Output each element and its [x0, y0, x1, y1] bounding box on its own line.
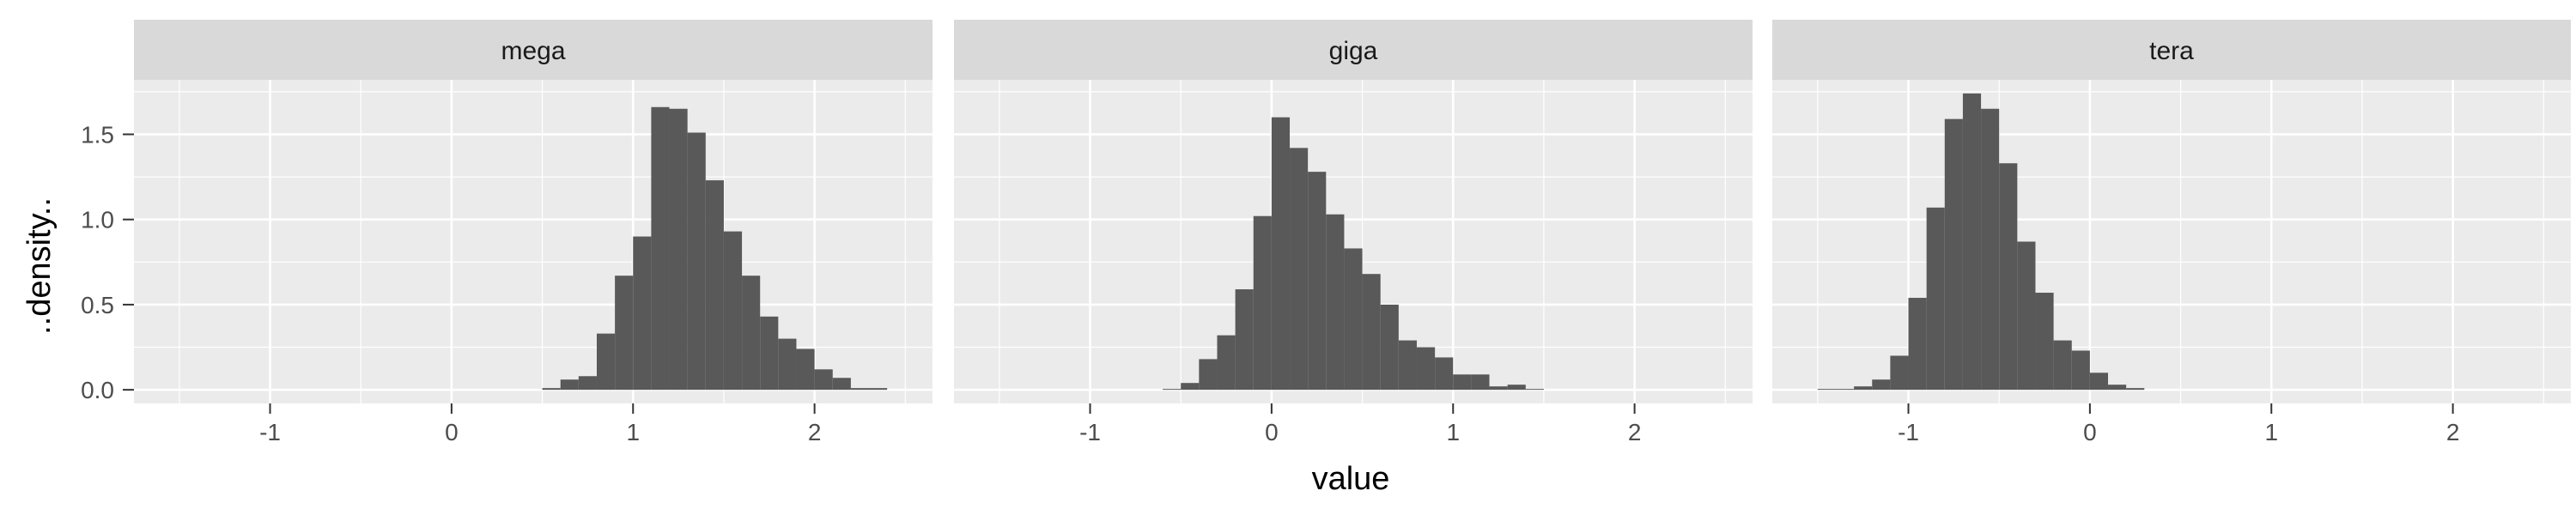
histogram-bar — [814, 369, 833, 391]
histogram-bar — [796, 348, 815, 391]
histogram-bar — [1181, 383, 1200, 391]
facet-strip-label: mega — [501, 37, 565, 65]
histogram-bar — [1416, 347, 1436, 391]
histogram-bar — [705, 180, 724, 391]
y-tick-label: 0.0 — [81, 377, 114, 403]
facet-strip — [954, 20, 1753, 80]
histogram-bar — [2035, 293, 2054, 391]
histogram-bar — [669, 108, 688, 391]
x-axis-title: value — [1312, 461, 1390, 497]
x-tick-label: 1 — [626, 419, 640, 445]
histogram-bar — [2053, 340, 2072, 391]
histogram-bar — [723, 231, 743, 391]
histogram-bar — [1326, 214, 1345, 391]
histogram-bar — [2089, 373, 2109, 391]
facet-strip — [1772, 20, 2571, 80]
histogram-bar — [2071, 350, 2090, 391]
facet-strip-label: giga — [1329, 37, 1378, 65]
histogram-bar — [633, 236, 652, 391]
facet-panel-mega: mega -1 0 1 2 — [134, 20, 933, 445]
y-tick-label: 1.0 — [81, 207, 114, 233]
histogram-bar — [1453, 374, 1472, 391]
histogram-bar — [1163, 389, 1182, 391]
histogram-bar — [1308, 172, 1327, 391]
x-tick-label: 1 — [1446, 419, 1460, 445]
histogram-bar — [1199, 359, 1218, 391]
x-tick-label: 0 — [445, 419, 459, 445]
x-tick-label: 1 — [2264, 419, 2278, 445]
histogram-bar — [1908, 297, 1927, 391]
histogram-bar — [687, 132, 706, 391]
panel-background — [1772, 80, 2571, 403]
histogram-bar — [596, 333, 616, 391]
x-tick-label: -1 — [1898, 419, 1919, 445]
y-tick-label: 1.5 — [81, 121, 114, 148]
histogram-bar — [1489, 386, 1508, 391]
histogram-bar — [615, 276, 634, 391]
histogram-bar — [850, 388, 870, 391]
histogram-bar — [1253, 215, 1272, 391]
histogram-bar — [1854, 386, 1873, 391]
histogram-bar — [1471, 374, 1490, 391]
histogram-bar — [1926, 207, 1945, 391]
histogram-bar — [832, 378, 851, 391]
x-tick-label: 0 — [1265, 419, 1279, 445]
x-tick-label: 2 — [808, 419, 822, 445]
histogram-bar — [1525, 389, 1544, 391]
x-tick-label: -1 — [1079, 419, 1101, 445]
facet-strip — [134, 20, 933, 80]
histogram-bar — [1835, 389, 1855, 391]
histogram-bar — [1271, 117, 1291, 391]
histogram-bar — [651, 106, 670, 391]
facet-panel-tera: tera -1 0 1 2 — [1772, 20, 2571, 445]
histogram-bar — [542, 388, 561, 391]
histogram-bar — [1817, 389, 1836, 391]
histogram-bar — [1890, 355, 1909, 391]
histogram-bar — [560, 379, 579, 391]
histogram-bar — [2017, 241, 2036, 391]
histogram-bar — [778, 338, 797, 391]
histogram-bar — [2126, 388, 2145, 391]
histogram-bar — [1999, 163, 2018, 391]
histogram-bar — [1962, 93, 1982, 391]
histogram-bar — [1872, 379, 1891, 391]
x-tick-label: -1 — [259, 419, 281, 445]
facet-strip-label: tera — [2149, 37, 2194, 65]
histogram-bar — [1362, 274, 1381, 391]
facet-panel-giga: giga -1 0 1 2 — [954, 20, 1753, 445]
y-tick-label: 0.5 — [81, 292, 114, 318]
histogram-bar — [1235, 289, 1254, 391]
histogram-bar — [1944, 118, 1963, 391]
histogram-bar — [2108, 385, 2127, 391]
x-tick-label: 2 — [2446, 419, 2460, 445]
x-tick-label: 0 — [2083, 419, 2097, 445]
histogram-bar — [578, 376, 597, 391]
y-axis-title: ..density.. — [21, 197, 58, 335]
histogram-bar — [1398, 340, 1417, 391]
histogram-bar — [869, 388, 888, 391]
histogram-bar — [1981, 108, 2000, 391]
histogram-bar — [1380, 304, 1399, 391]
x-tick-label: 2 — [1628, 419, 1642, 445]
histogram-bar — [1435, 357, 1454, 391]
histogram-bar — [760, 316, 779, 391]
histogram-bar — [1507, 385, 1526, 391]
histogram-bar — [1217, 335, 1236, 391]
histogram-bar — [742, 276, 761, 391]
histogram-bar — [1344, 248, 1363, 391]
histogram-bar — [1290, 148, 1309, 391]
